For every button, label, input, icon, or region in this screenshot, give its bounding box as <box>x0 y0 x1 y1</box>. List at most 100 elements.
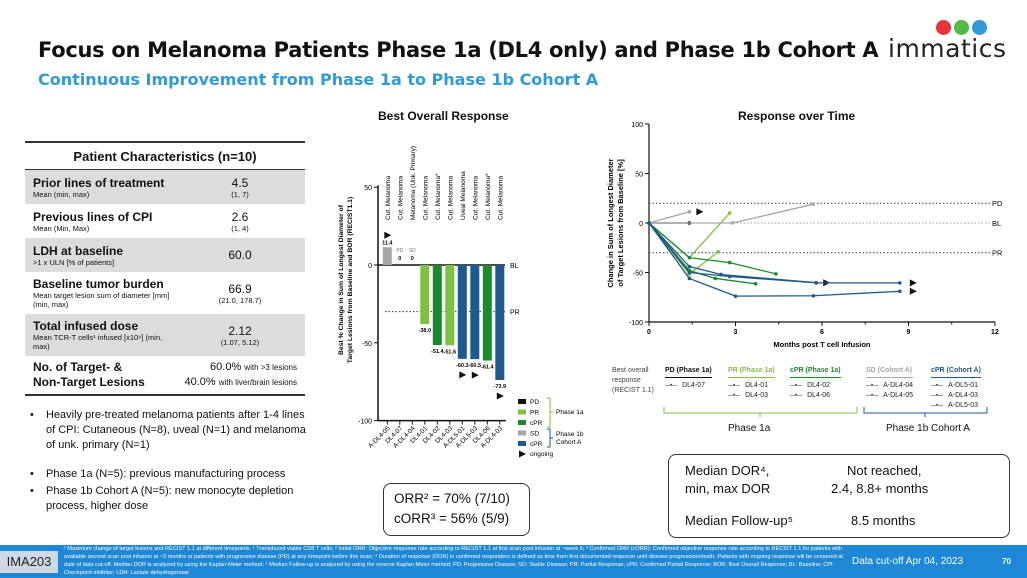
x-tick-label: 12 <box>991 329 999 336</box>
x-axis-label: Months post T cell Infusion <box>773 340 870 349</box>
bar-a-dl4-05 <box>382 247 392 265</box>
slide-subtitle: Continuous Improvement from Phase 1a to … <box>38 70 599 89</box>
line-chart-title: Response over Time <box>738 109 856 123</box>
indication-label: Melanoma (Unk. Primary) <box>410 146 417 220</box>
indication-label: Cut. Melanoma* <box>435 173 442 220</box>
reference-label: BL <box>992 219 1001 228</box>
dor-range-value: 2.4, 8.8+ months <box>831 481 929 496</box>
legend-label: PD <box>530 399 539 406</box>
lesion-value: 60.0% <box>210 361 242 373</box>
row-sublabel: Mean TCR-T cells¹ infused [x10⁹] (min, m… <box>33 333 163 351</box>
product-badge: IMA203 <box>0 551 58 573</box>
series-line-a-dl5-01 <box>648 222 817 284</box>
legend-swatch <box>518 430 526 436</box>
data-cutoff: Data cut-off Apr 04, 2023 <box>852 556 964 567</box>
legend-group-title: PD (Phase 1a) <box>665 366 712 378</box>
legend-group-title: SD (Cohort A) <box>866 366 914 378</box>
bar-value-label: 0 <box>398 256 401 262</box>
bar-dl4-02 <box>432 265 442 345</box>
bar-value-label: -60.5 <box>469 363 482 369</box>
ongoing-arrow-icon <box>471 371 479 379</box>
legend-bracket <box>547 428 553 448</box>
legend-item: A-DL5-03 <box>931 401 981 411</box>
y-tick-label: 50 <box>635 172 643 179</box>
data-point <box>898 289 902 294</box>
legend-item: A-DL5-01 <box>931 381 981 391</box>
legend-group-title: cPR (Phase 1a) <box>790 366 841 378</box>
zero-bor-tag: SD <box>409 248 416 254</box>
x-tick-label: 3 <box>734 329 738 336</box>
lesion-text: with >3 lesions <box>244 363 297 372</box>
data-point <box>730 221 735 225</box>
reference-label: PD <box>992 199 1003 208</box>
ongoing-arrow-icon <box>384 231 392 239</box>
row-label: Non-Target Lesions <box>33 375 145 389</box>
row-value: 2.6 <box>231 209 249 224</box>
x-tick-label: 9 <box>907 329 911 336</box>
dor-summary-box: Median DOR⁴, min, max DOR Not reached, 2… <box>668 454 1010 538</box>
row-range: (1.07, 5.12) <box>220 337 260 347</box>
legend-swatch <box>518 399 526 404</box>
immatics-logo: immatics <box>888 20 1006 64</box>
bar-value-label: -61.4 <box>481 365 494 371</box>
series-line-dl4-02 <box>648 222 777 275</box>
legend-label: cPR <box>530 441 543 448</box>
row-value: 60.0 <box>228 248 252 262</box>
page-number: 70 <box>1002 557 1011 566</box>
row-label: No. of Target- & <box>33 360 123 374</box>
indication-label: Cut. Melanoma <box>472 176 479 220</box>
footer-bar <box>0 545 1027 578</box>
bar-value-label: -51.6 <box>444 349 457 355</box>
data-point <box>814 281 819 285</box>
logo-text: immatics <box>888 34 1007 63</box>
y-tick-label: -100 <box>629 320 643 327</box>
legend-label: cPR <box>530 420 543 427</box>
data-point <box>774 272 778 276</box>
reference-label: BL <box>510 263 519 270</box>
followup-label: Median Follow-up⁵ <box>685 513 793 528</box>
row-value: 66.9 <box>228 281 252 296</box>
legend-item: A-DL4-03 <box>931 391 981 401</box>
row-label: Total infused dose <box>33 319 139 333</box>
legend-group-title: PR (Phase 1a) <box>728 366 775 378</box>
legend-group-pr: PR (Phase 1a) DL4-01DL4-03 <box>728 366 775 401</box>
data-point <box>713 276 718 281</box>
patient-characteristics-table: Patient Characteristics (n=10) Prior lin… <box>25 141 305 396</box>
legend-group-label: Phase 1b <box>556 431 584 438</box>
dor-value: Not reached, <box>847 463 922 478</box>
legend-swatch <box>518 441 526 446</box>
reference-label: PR <box>992 249 1003 258</box>
lesion-value: 40.0% <box>184 376 216 388</box>
data-point <box>727 260 732 265</box>
row-label: Baseline tumor burden <box>33 277 164 291</box>
bar-dl4-01 <box>420 265 430 325</box>
row-label: LDH at baseline <box>33 243 124 258</box>
data-point <box>687 209 692 214</box>
orr-text: ORR² = 70% (7/10) <box>394 491 510 506</box>
y-tick-label: -100 <box>358 419 372 426</box>
y-tick-label: 50 <box>364 185 372 192</box>
ongoing-arrow-icon <box>696 208 704 216</box>
bar-a-dl5-03 <box>470 265 480 360</box>
row-value: 2.12 <box>228 323 252 338</box>
ongoing-arrow-icon <box>909 287 917 295</box>
data-point <box>727 274 732 279</box>
bar-value-label: 11.4 <box>382 240 393 246</box>
data-point <box>687 270 692 275</box>
indication-label: Cut. Melanoma <box>447 176 454 220</box>
data-point <box>687 276 692 281</box>
lesion-text: with liver/brain lesions <box>218 378 297 387</box>
row-range: (21.0, 178.7) <box>218 295 262 305</box>
y-tick-label: 0 <box>368 263 372 270</box>
indication-label: Cut. Melanoma <box>397 176 404 220</box>
legend-group-title: cPR (Cohort A) <box>931 366 981 378</box>
legend-group-cpr_1b: cPR (Cohort A) A-DL5-01A-DL4-03A-DL5-03 <box>931 366 981 411</box>
series-line-a-dl4-03 <box>648 222 900 297</box>
ongoing-legend-icon <box>519 450 526 458</box>
bracket-label-phase-1b: Phase 1b Cohort A <box>886 423 970 434</box>
bar-dl4-06 <box>482 265 492 361</box>
table-row: Prior lines of treatment Mean (min, max) … <box>25 170 305 204</box>
legend-item: DL4-03 <box>728 391 775 401</box>
legend-item: DL4-01 <box>728 381 775 391</box>
bar-value-label: -60.3 <box>456 363 469 369</box>
